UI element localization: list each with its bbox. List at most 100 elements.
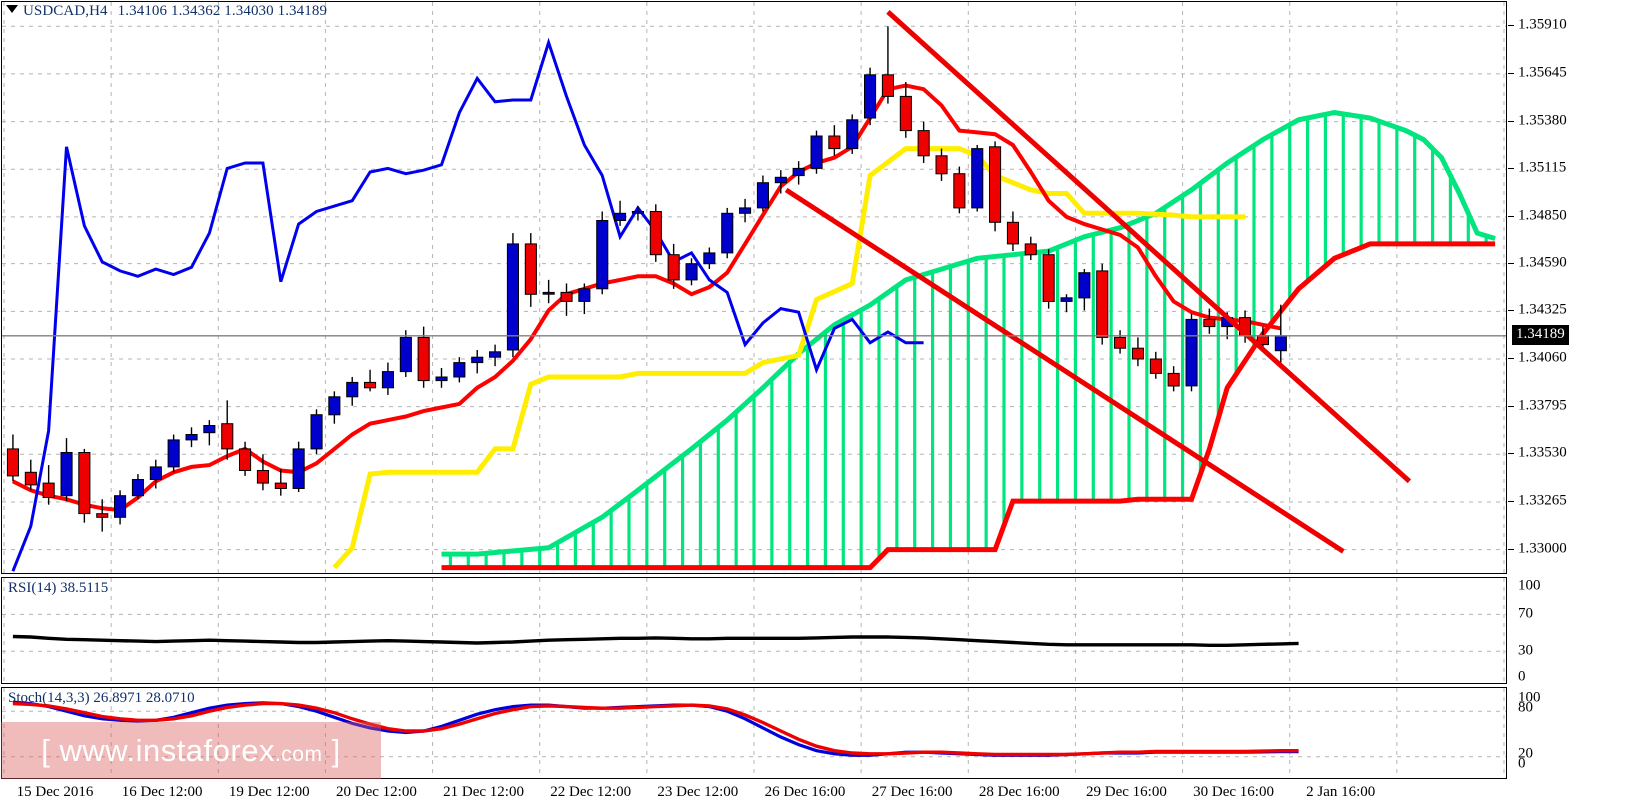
candle-body [667,254,680,281]
candle-body [78,452,91,515]
candle-body [1042,254,1055,302]
time-tick: 23 Dec 12:00 [657,784,739,800]
candle-body [274,482,287,490]
candle-body [1274,335,1287,352]
senkou-yellow-line [332,146,1246,570]
candle-body [435,376,448,382]
candle-body [506,243,519,351]
price-tick: 1.34590 [1518,254,1567,271]
candle-body [989,146,1002,223]
candle-body [810,135,823,169]
time-tick: 22 Dec 12:00 [550,784,632,800]
price-tick: 1.35645 [1518,64,1567,81]
candle-body [935,155,948,175]
rsi-scale-tick: 0 [1518,668,1526,685]
price-tick-mark [1508,120,1514,122]
candle-body [239,448,252,471]
candle-body [828,135,841,150]
candle-body [346,381,359,398]
tenkan-kijun-line [12,83,1282,513]
stoch-scale-tick: 20 [1518,745,1533,762]
price-tick-mark [1508,25,1514,27]
stoch-scale-tick: 0 [1518,755,1526,772]
price-tick-mark [1508,215,1514,217]
stochastic-chart-canvas [2,688,1506,778]
candle-body [60,452,73,497]
price-tick: 1.33530 [1518,444,1567,461]
candle-body [1006,221,1020,245]
rsi-panel[interactable]: RSI(14) 38.5115 [1,577,1507,684]
chikou-span-line [11,37,924,572]
price-tick: 1.34850 [1518,207,1567,224]
candle-body [1060,297,1073,302]
candle-body [1096,270,1109,338]
time-tick: 21 Dec 12:00 [443,784,524,800]
candle-body [1167,372,1180,387]
candle-body [953,173,966,209]
ohlc-open: 1.34106 [117,3,168,19]
candle-body [1185,318,1198,387]
price-tick: 1.35910 [1518,16,1567,33]
stochastic-label: Stoch(14,3,3) 26.8971 28.0710 [8,690,195,706]
trendline-upper [886,10,1412,484]
rsi-line [12,634,1299,647]
candle-body [899,95,912,132]
rsi-chart-canvas [2,578,1506,683]
candle-body [24,471,37,486]
candle-body [149,466,162,480]
time-tick: 27 Dec 16:00 [871,784,953,800]
time-tick: 19 Dec 12:00 [228,784,310,800]
main-price-panel[interactable] [1,1,1507,574]
price-tick: 1.35380 [1518,112,1567,129]
price-tick-mark [1508,548,1514,550]
candle-body [614,212,627,222]
triangle-down-icon[interactable] [6,5,18,13]
price-tick: 1.35115 [1518,159,1567,176]
symbol-period-label: USDCAD,H4 [23,3,108,19]
candle-body [6,448,20,477]
watermark-bracket-close: ] [331,732,341,768]
stoch-scale-tick: 100 [1518,689,1541,706]
candle-body [471,356,484,364]
candle-body [846,119,859,150]
candle-body [399,336,412,373]
price-tick-mark [1508,310,1514,312]
candle-body [1024,243,1037,256]
candle-body [328,396,341,416]
price-tick-mark [1508,262,1514,264]
candle-body [203,425,216,434]
candle-body [1149,358,1162,374]
candle-body [42,482,55,499]
stochastic-panel[interactable]: Stoch(14,3,3) 26.8971 28.0710 [1,687,1507,779]
time-tick: 29 Dec 16:00 [1086,784,1167,800]
time-tick: 26 Dec 16:00 [764,784,846,800]
senkou-b-line [441,241,1496,571]
candle-body [114,495,127,518]
candle-body [256,470,269,484]
candle-body [524,243,537,295]
price-tick-mark [1508,453,1514,455]
candle-body [292,448,305,489]
watermark-bracket-open: [ [41,732,51,768]
price-tick-mark [1508,168,1514,170]
price-tick-mark [1508,72,1514,74]
candle-body [364,381,377,389]
candle-body [864,74,877,119]
price-tick-mark [1508,405,1514,407]
candle-body [1203,318,1216,328]
trendline-annotations [784,10,1412,554]
watermark-domain: .com [274,742,323,766]
candle-body [774,176,787,184]
candle-body [1114,336,1127,349]
candle-body [381,371,394,389]
ohlc-close: 1.34189 [277,3,328,19]
price-chart-canvas [2,2,1506,573]
price-tick: 1.34060 [1518,349,1567,366]
ohlc-high: 1.34362 [170,3,221,19]
candle-body [739,207,752,214]
trendline-lower [784,187,1345,554]
candle-body [881,74,895,97]
candle-body [185,434,198,441]
watermark-text: [ www.instaforex.com ] [41,733,340,769]
time-tick: 15 Dec 2016 [16,784,94,800]
